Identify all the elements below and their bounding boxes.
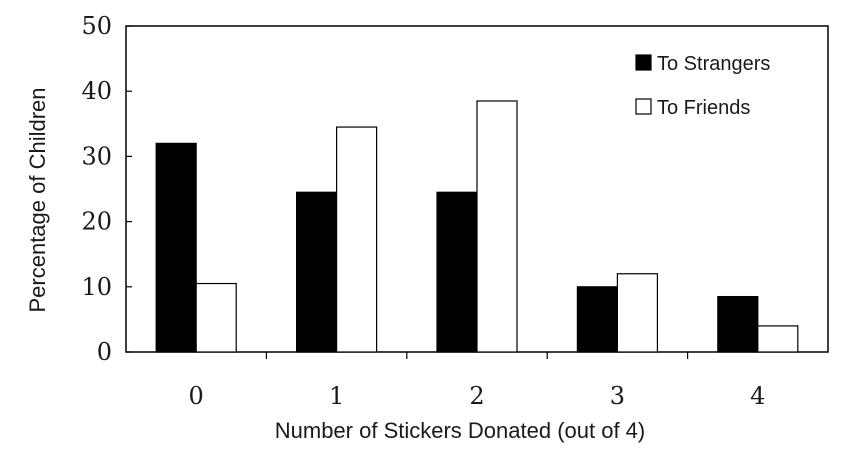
x-tick-label: 4 <box>750 382 765 410</box>
y-tick-label: 10 <box>81 273 112 301</box>
y-tick-label: 30 <box>81 142 112 170</box>
bar-to-friends-0 <box>195 282 237 353</box>
bar-to-strangers-4 <box>717 295 759 353</box>
legend-swatch-to-strangers <box>635 54 652 71</box>
y-tick-label: 40 <box>81 77 112 105</box>
y-axis-ticks: 0 10 20 30 40 50 <box>81 12 132 366</box>
y-tick-label: 50 <box>81 12 112 40</box>
y-axis-label: Percentage of Children <box>25 87 50 312</box>
x-tick-label: 2 <box>469 382 484 410</box>
x-tick-label: 3 <box>610 382 625 410</box>
legend-swatch-to-friends <box>635 98 652 115</box>
x-tick-label: 0 <box>189 382 204 410</box>
legend: To Strangers To Friends <box>635 53 770 119</box>
bar-to-friends-1 <box>336 126 378 353</box>
bar-to-friends-4 <box>757 325 799 353</box>
bar-to-strangers-0 <box>155 142 197 353</box>
bar-to-strangers-2 <box>436 191 478 353</box>
legend-label-to-strangers: To Strangers <box>657 53 770 75</box>
bars <box>155 100 799 353</box>
bar-to-strangers-3 <box>576 286 619 353</box>
bar-to-strangers-1 <box>296 191 338 353</box>
x-axis-ticks: 0 1 2 3 4 <box>189 352 765 410</box>
y-tick-label: 20 <box>81 208 112 236</box>
legend-label-to-friends: To Friends <box>657 97 750 119</box>
y-tick-label: 0 <box>97 338 112 366</box>
bar-to-friends-2 <box>476 100 518 353</box>
x-tick-label: 1 <box>329 382 344 410</box>
x-axis-label: Number of Stickers Donated (out of 4) <box>275 418 646 443</box>
bar-to-friends-3 <box>616 273 659 353</box>
